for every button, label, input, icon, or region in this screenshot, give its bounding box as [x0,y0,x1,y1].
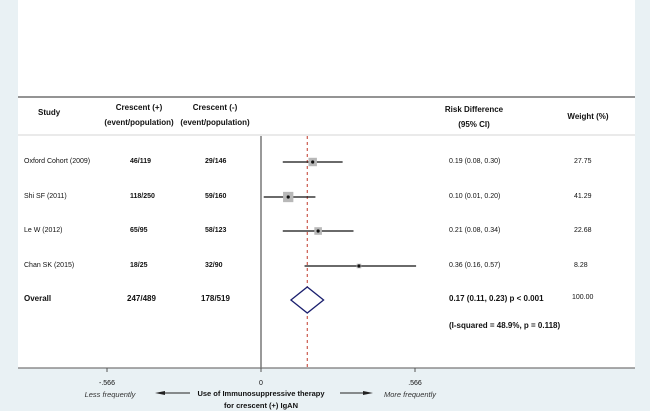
study-name: Oxford Cohort (2009) [24,158,91,165]
crescent-neg-value: 29/146 [205,158,227,165]
crescent-neg-value: 59/160 [205,193,227,200]
crescent-pos-value: 118/250 [130,193,155,200]
weight-value: 22.68 [574,227,592,234]
header-crescent-neg: Crescent (-) [192,103,238,112]
crescent-pos-value: 65/95 [130,227,148,234]
header-weight: Weight (%) [567,112,609,121]
xlabel-line1: Use of Immunosuppressive therapy [197,389,325,398]
overall-pos: 247/489 [127,294,156,303]
point-estimate [311,160,315,164]
study-name: Le W (2012) [24,227,63,234]
more-frequently-label: More frequently [383,390,437,399]
tick-label-pos: .566 [408,380,422,387]
forest-plot-panel [18,0,635,368]
xlabel-line2: for crescent (+) IgAN [224,401,298,410]
point-estimate [316,229,320,233]
weight-value: 41.29 [574,193,592,200]
crescent-neg-value: 58/123 [205,227,227,234]
header-crescent-pos-sub: (event/population) [104,118,174,127]
heterogeneity: (I-squared = 48.9%, p = 0.118) [449,321,561,330]
weight-value: 27.75 [574,158,592,165]
crescent-pos-value: 46/119 [130,158,152,165]
header-crescent-neg-sub: (event/population) [180,118,250,127]
risk-difference-value: 0.10 (0.01, 0.20) [449,193,501,200]
risk-difference-value: 0.21 (0.08, 0.34) [449,227,501,234]
header-ci: (95% CI) [458,120,490,129]
header-crescent-pos: Crescent (+) [115,103,163,112]
study-name: Chan SK (2015) [24,262,75,269]
overall-weight: 100.00 [572,294,594,301]
overall-diamond [289,286,325,314]
overall-label: Overall [24,294,52,303]
less-frequently-label: Less frequently [84,390,136,399]
left-arrowhead [155,391,165,395]
tick-label-neg: -.566 [99,380,115,387]
point-estimate [286,195,290,199]
weight-value: 8.28 [574,262,588,269]
point-estimate [357,264,361,268]
header-risk-difference: Risk Difference [444,105,504,114]
header-study: Study [38,108,61,117]
crescent-neg-value: 32/90 [205,262,223,269]
overall-effect: 0.17 (0.11, 0.23) p < 0.001 [449,294,544,303]
risk-difference-value: 0.19 (0.08, 0.30) [449,158,501,165]
risk-difference-value: 0.36 (0.16, 0.57) [449,262,501,269]
study-name: Shi SF (2011) [24,193,67,200]
right-arrowhead [363,391,373,395]
tick-label-zero: 0 [259,380,263,387]
crescent-pos-value: 18/25 [130,262,148,269]
overall-neg: 178/519 [201,294,230,303]
